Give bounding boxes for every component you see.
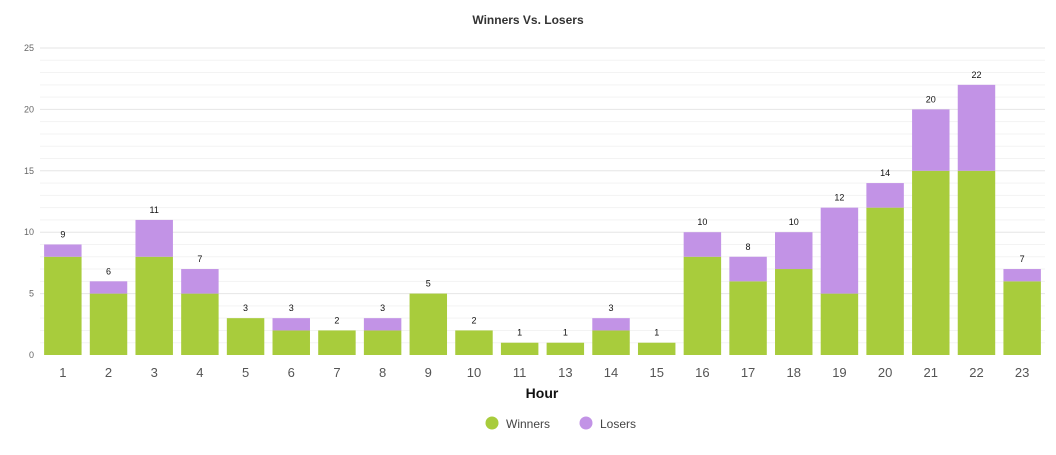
bar-losers-4 [181, 269, 219, 294]
bar-winners-16 [683, 256, 722, 355]
data-label: 1 [517, 328, 522, 338]
x-tick-label: 10 [467, 365, 481, 380]
bar-winners-19 [820, 293, 859, 355]
data-label: 5 [426, 279, 431, 289]
x-tick-label: 9 [425, 365, 432, 380]
data-label: 1 [654, 328, 659, 338]
x-tick-label: 11 [513, 365, 527, 380]
y-axis: 0 5 10 15 20 25 [24, 43, 34, 360]
bars [44, 84, 1041, 355]
bar-winners-2 [89, 293, 128, 355]
bar-winners-10 [455, 330, 493, 355]
x-tick-label: 21 [924, 365, 938, 380]
data-label: 10 [697, 217, 707, 227]
bar-losers-22 [957, 84, 996, 171]
data-label: 7 [197, 254, 202, 264]
bar-winners-15 [637, 342, 676, 355]
x-axis: 1 2 3 4 5 6 7 8 9 10 11 13 14 15 16 17 18 19 20 21 22 23 [59, 365, 1029, 380]
data-label: 2 [334, 315, 339, 325]
bar-losers-16 [683, 232, 722, 257]
x-tick-label: 4 [196, 365, 203, 380]
x-tick-label: 7 [333, 365, 340, 380]
x-tick-label: 5 [242, 365, 249, 380]
x-tick-label: 15 [649, 365, 663, 380]
x-tick-label: 8 [379, 365, 386, 380]
bar-winners-14 [592, 330, 630, 355]
bar-winners-7 [318, 330, 356, 355]
data-label: 11 [150, 205, 159, 215]
bar-winners-18 [775, 269, 813, 355]
bar-winners-11 [500, 342, 539, 355]
bar-losers-6 [272, 318, 310, 331]
bar-losers-23 [1003, 269, 1041, 282]
bar-losers-19 [820, 207, 859, 294]
x-tick-label: 18 [787, 365, 801, 380]
y-tick-label: 25 [24, 43, 34, 53]
x-axis-title: Hour [526, 385, 559, 401]
bar-winners-6 [272, 330, 310, 355]
y-tick-label: 5 [29, 289, 34, 299]
data-label: 3 [289, 303, 294, 313]
bar-losers-3 [135, 219, 173, 257]
legend-marker-winners [485, 416, 499, 430]
data-label: 6 [106, 266, 111, 276]
data-label: 12 [834, 193, 844, 203]
bar-winners-8 [363, 330, 402, 355]
bar-winners-20 [866, 207, 904, 355]
data-label: 20 [926, 94, 936, 104]
x-tick-label: 19 [832, 365, 846, 380]
legend-label-losers[interactable]: Losers [600, 417, 636, 431]
bar-winners-5 [226, 318, 265, 355]
bar-winners-1 [44, 256, 82, 355]
y-tick-label: 15 [24, 166, 34, 176]
data-label: 3 [243, 303, 248, 313]
x-tick-label: 6 [288, 365, 295, 380]
data-label: 7 [1020, 254, 1025, 264]
bar-winners-21 [912, 170, 950, 355]
x-tick-label: 22 [969, 365, 983, 380]
bar-losers-8 [363, 318, 402, 331]
x-tick-label: 23 [1015, 365, 1029, 380]
data-label: 1 [563, 328, 568, 338]
bar-winners-3 [135, 256, 173, 355]
y-tick-label: 10 [24, 227, 34, 237]
bar-winners-13 [546, 342, 585, 355]
bar-losers-20 [866, 183, 904, 208]
bar-winners-9 [409, 293, 448, 355]
x-tick-label: 1 [59, 365, 66, 380]
data-label: 2 [471, 315, 476, 325]
x-tick-label: 2 [105, 365, 112, 380]
x-tick-label: 3 [151, 365, 158, 380]
y-tick-label: 0 [29, 350, 34, 360]
bar-losers-2 [89, 281, 128, 294]
bar-losers-17 [729, 256, 767, 282]
data-label: 22 [971, 70, 981, 80]
bar-winners-17 [729, 281, 767, 355]
x-tick-label: 16 [695, 365, 709, 380]
legend: Winners Losers [485, 416, 636, 431]
bar-losers-21 [912, 109, 950, 171]
bar-winners-4 [181, 293, 219, 355]
data-label: 14 [880, 168, 890, 178]
x-tick-label: 20 [878, 365, 892, 380]
data-label: 9 [60, 229, 65, 239]
bar-losers-14 [592, 318, 630, 331]
x-tick-label: 14 [604, 365, 618, 380]
legend-marker-losers [579, 416, 593, 430]
bar-winners-23 [1003, 281, 1041, 355]
bar-losers-1 [44, 244, 82, 257]
legend-label-winners[interactable]: Winners [506, 417, 550, 431]
x-tick-label: 17 [741, 365, 755, 380]
data-label: 3 [380, 303, 385, 313]
y-tick-label: 20 [24, 104, 34, 114]
bar-winners-22 [957, 170, 996, 355]
data-label: 3 [609, 303, 614, 313]
x-tick-label: 13 [558, 365, 572, 380]
bar-losers-18 [775, 232, 813, 270]
data-label: 8 [746, 242, 751, 252]
chart-title: Winners Vs. Losers [472, 13, 584, 27]
data-label: 10 [789, 217, 799, 227]
